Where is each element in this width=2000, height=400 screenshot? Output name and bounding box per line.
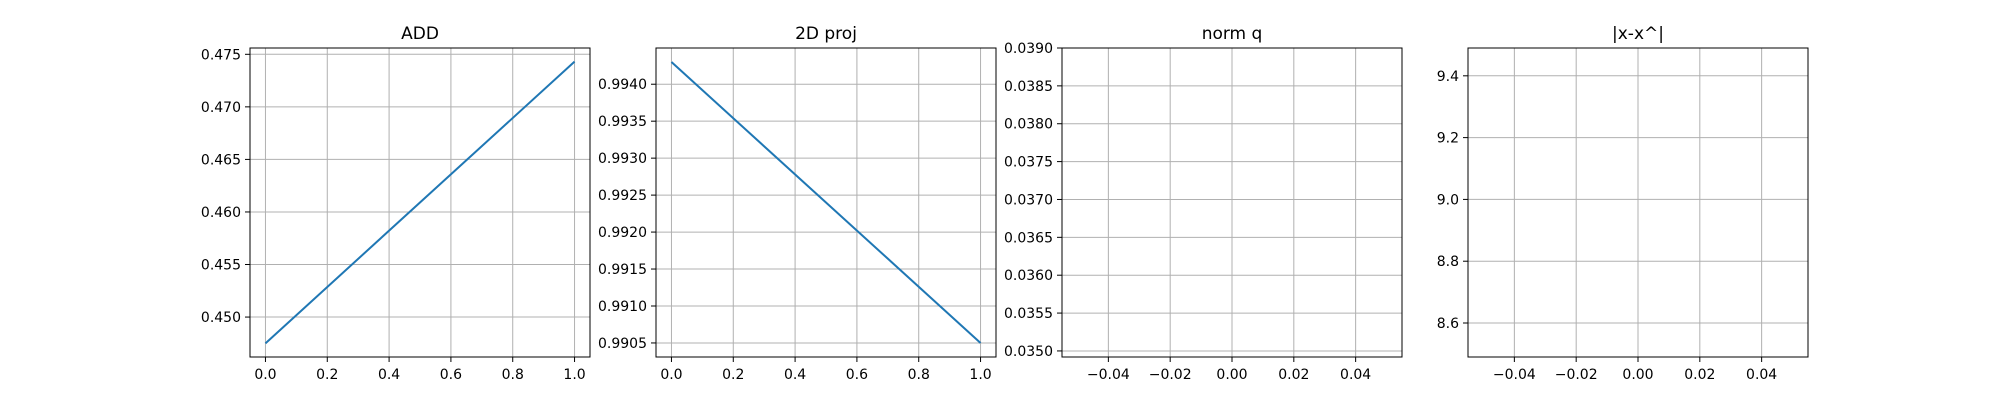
- x-tick-label: 0.8: [908, 367, 930, 383]
- x-tick-label: −0.02: [1149, 367, 1192, 383]
- y-tick-label: 0.450: [201, 310, 241, 326]
- x-tick-label: 0.2: [316, 367, 338, 383]
- x-tick-label: 0.8: [502, 367, 524, 383]
- chart-title: ADD: [401, 24, 439, 44]
- series-line-1: [264, 60, 576, 345]
- y-tick-label: 0.475: [201, 47, 241, 63]
- y-tick-label: 8.8: [1437, 254, 1459, 270]
- x-tick-label: 0.4: [378, 367, 400, 383]
- y-tick-label: 9.0: [1437, 192, 1459, 208]
- chart-panel-2: 0.0 0.2 0.4 0.6 0.8 1.0 0.9905 0.9910 0.9915 0.99…: [598, 24, 997, 383]
- y-tick-label: 0.9915: [598, 262, 647, 278]
- x-tick-label: 0.0: [660, 367, 682, 383]
- y-tick-label: 0.470: [201, 100, 241, 116]
- chart-panel-1: 0.0 0.2 0.4 0.6 0.8 1.0 0.450 0.455 0.460 0.465 0.…: [201, 24, 591, 383]
- x-tick-label: 0.6: [846, 367, 868, 383]
- y-tick-label: 0.9940: [598, 77, 647, 93]
- x-tick-label: 1.0: [969, 367, 991, 383]
- y-tick-label: 0.0375: [1004, 155, 1053, 171]
- x-tick-label: 0.04: [1340, 367, 1371, 383]
- y-tick-label: 9.2: [1437, 131, 1459, 147]
- x-tick-label: 0.2: [722, 367, 744, 383]
- x-tick-label: 0.0: [254, 367, 276, 383]
- y-tick-label: 0.0385: [1004, 79, 1053, 95]
- axes-frame: [655, 47, 997, 358]
- x-tick-label: −0.04: [1087, 367, 1130, 383]
- y-tick-label: 0.0355: [1004, 306, 1053, 322]
- y-tick-label: 0.9920: [598, 225, 647, 241]
- x-tick-label: 1.0: [563, 367, 585, 383]
- x-tick-label: 0.00: [1622, 367, 1653, 383]
- y-tick-label: 9.4: [1437, 69, 1459, 85]
- y-tick-label: 0.0370: [1004, 192, 1053, 208]
- x-tick-label: 0.02: [1684, 367, 1715, 383]
- y-tick-label: 0.9925: [598, 188, 647, 204]
- x-tick-label: 0.4: [784, 367, 806, 383]
- y-tick-label: 8.6: [1437, 316, 1459, 332]
- y-tick-label: 0.460: [201, 205, 241, 221]
- x-tick-label: −0.02: [1555, 367, 1598, 383]
- y-tick-label: 0.465: [201, 152, 241, 168]
- axes-frame: [249, 47, 591, 358]
- y-tick-label: 0.455: [201, 258, 241, 274]
- y-tick-label: 0.0390: [1004, 41, 1053, 57]
- chart-panel-3: −0.04 −0.02 0.00 0.02 0.04 0.0350 0.0355 0.0360…: [1004, 24, 1403, 383]
- y-tick-label: 0.0380: [1004, 117, 1053, 133]
- y-tick-label: 0.9910: [598, 299, 647, 315]
- y-tick-label: 0.9930: [598, 151, 647, 167]
- y-tick-label: 0.9905: [598, 336, 647, 352]
- y-tick-label: 0.0360: [1004, 268, 1053, 284]
- x-tick-label: 0.00: [1216, 367, 1247, 383]
- chart-title: 2D proj: [795, 24, 857, 44]
- chart-panel-4: −0.04 −0.02 0.00 0.02 0.04 8.6 8.8 9.0 9.2 9.4 |x-…: [1437, 24, 1809, 383]
- x-tick-label: 0.04: [1746, 367, 1777, 383]
- chart-title: |x-x^|: [1612, 24, 1664, 44]
- x-tick-label: 0.6: [440, 367, 462, 383]
- x-tick-label: −0.04: [1493, 367, 1536, 383]
- chart-title: norm q: [1202, 24, 1263, 44]
- y-tick-label: 0.0350: [1004, 344, 1053, 360]
- y-tick-label: 0.0365: [1004, 230, 1053, 246]
- y-tick-label: 0.9935: [598, 114, 647, 130]
- series-line-1: [670, 61, 982, 344]
- x-tick-label: 0.02: [1278, 367, 1309, 383]
